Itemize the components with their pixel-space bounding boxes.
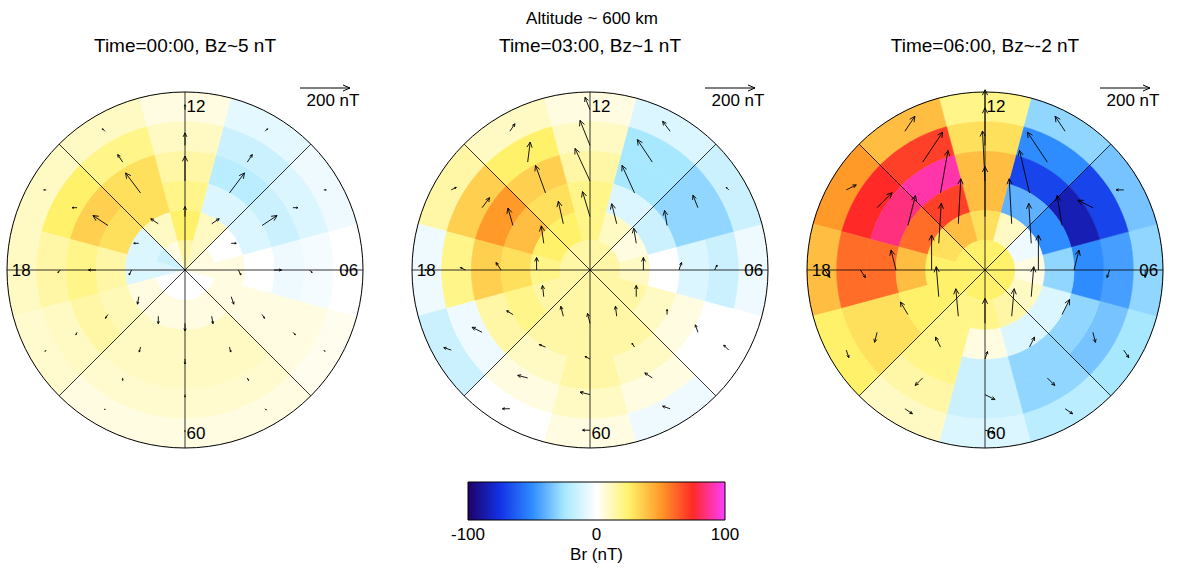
svg-text:200 nT: 200 nT <box>712 91 765 110</box>
svg-text:12: 12 <box>187 97 206 116</box>
svg-text:18: 18 <box>12 261 31 280</box>
svg-text:12: 12 <box>592 97 611 116</box>
svg-text:Time=06:00, Bz~-2 nT: Time=06:00, Bz~-2 nT <box>891 35 1080 56</box>
svg-text:06: 06 <box>339 261 358 280</box>
svg-text:200 nT: 200 nT <box>307 91 360 110</box>
svg-text:-100: -100 <box>451 525 485 544</box>
svg-text:12: 12 <box>987 97 1006 116</box>
svg-text:200 nT: 200 nT <box>1107 91 1160 110</box>
svg-text:60: 60 <box>592 424 611 443</box>
svg-text:18: 18 <box>417 261 436 280</box>
svg-text:100: 100 <box>711 525 739 544</box>
svg-text:18: 18 <box>812 261 831 280</box>
svg-text:Time=03:00, Bz~1 nT: Time=03:00, Bz~1 nT <box>499 35 681 56</box>
svg-text:06: 06 <box>744 261 763 280</box>
svg-text:06: 06 <box>1139 261 1158 280</box>
svg-text:Altitude ~ 600 km: Altitude ~ 600 km <box>526 9 658 28</box>
svg-text:60: 60 <box>987 424 1006 443</box>
svg-text:0: 0 <box>592 525 601 544</box>
svg-text:Br (nT): Br (nT) <box>570 545 623 564</box>
svg-text:60: 60 <box>187 424 206 443</box>
svg-text:Time=00:00, Bz~5 nT: Time=00:00, Bz~5 nT <box>94 35 276 56</box>
